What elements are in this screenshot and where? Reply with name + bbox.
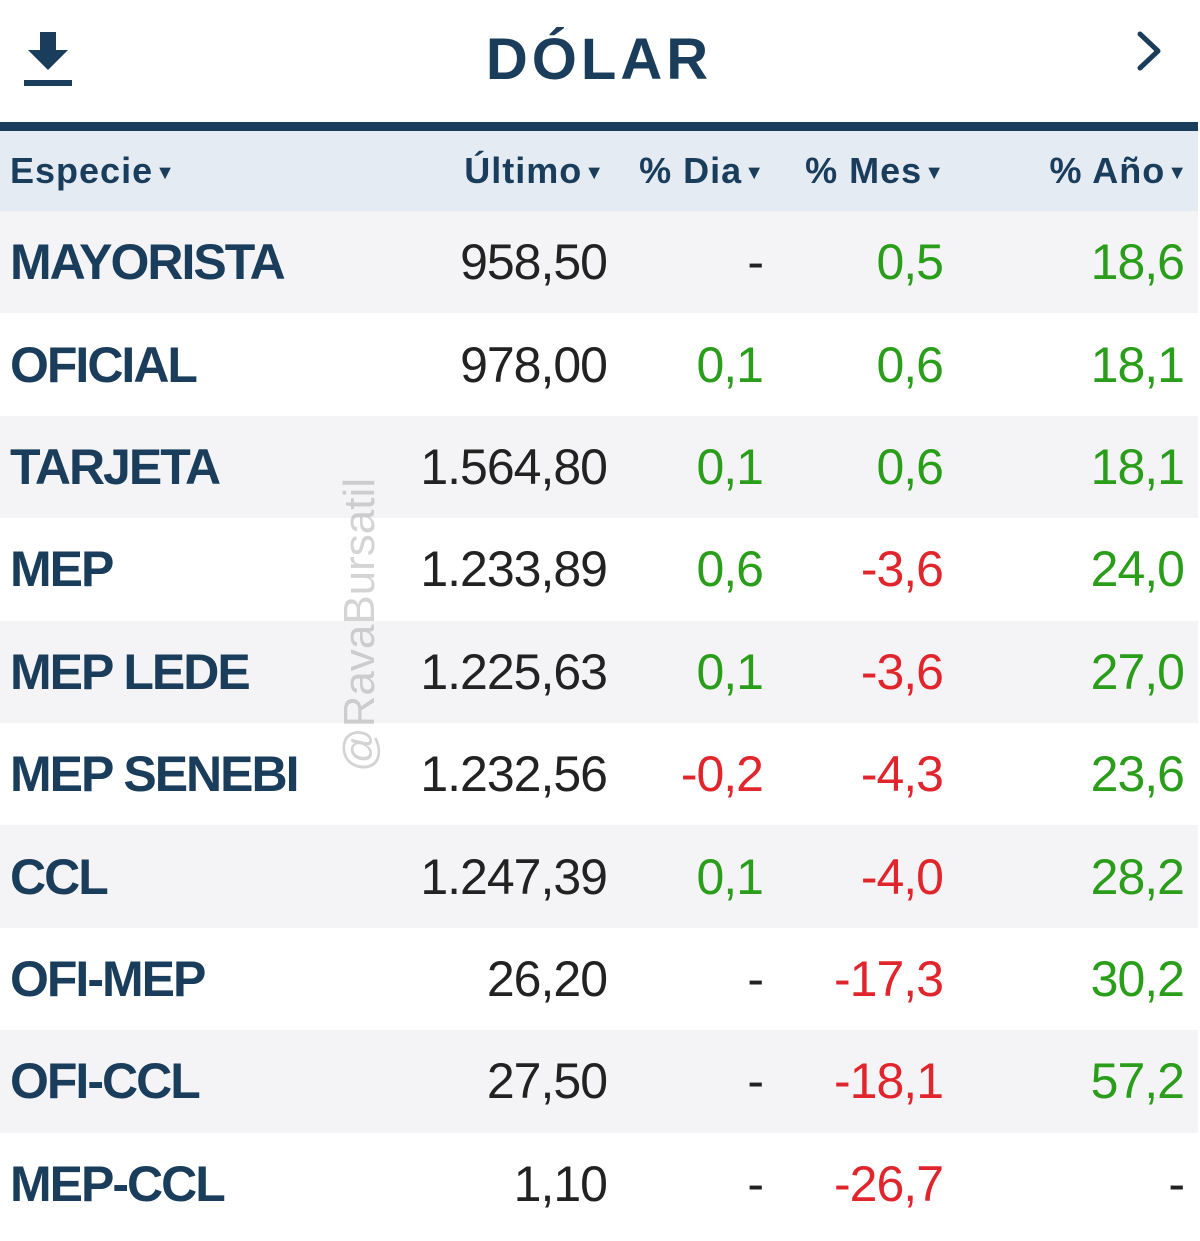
table-row[interactable]: OFI-CCL 27,50 - -18,1 57,2 bbox=[0, 1030, 1198, 1133]
ultimo-cell: 1.564,80 bbox=[420, 438, 608, 495]
mes-cell: -4,3 bbox=[860, 746, 944, 803]
chevron-right-icon bbox=[1137, 31, 1161, 71]
table-header-row: Especie ▼ Último ▼ % Dia ▼ % Mes ▼ % Año ▼ bbox=[0, 131, 1198, 211]
table-row[interactable]: OFICIAL 978,00 0,1 0,6 18,1 bbox=[0, 313, 1198, 416]
mes-cell: -4,0 bbox=[860, 848, 944, 905]
ultimo-cell: 1.225,63 bbox=[420, 643, 608, 700]
especie-cell[interactable]: MEP SENEBI bbox=[10, 746, 300, 803]
ultimo-cell: 1.232,56 bbox=[420, 746, 608, 803]
especie-cell[interactable]: MEP bbox=[10, 541, 114, 598]
mes-cell: -3,6 bbox=[860, 643, 944, 700]
anio-cell: 18,1 bbox=[1090, 438, 1185, 495]
mes-cell: -17,3 bbox=[834, 950, 944, 1007]
anio-cell: 28,2 bbox=[1090, 848, 1185, 905]
ultimo-cell: 1.247,39 bbox=[420, 848, 608, 905]
dia-cell: - bbox=[747, 1155, 764, 1212]
table-row[interactable]: MEP LEDE 1.225,63 0,1 -3,6 27,0 bbox=[0, 620, 1198, 723]
header-divider bbox=[0, 122, 1198, 131]
column-header-label: Especie bbox=[10, 150, 154, 191]
table-row[interactable]: OFI-MEP 26,20 - -17,3 30,2 bbox=[0, 927, 1198, 1031]
anio-cell: 23,6 bbox=[1090, 746, 1185, 803]
anio-cell: 18,1 bbox=[1090, 336, 1185, 393]
dia-cell: 0,1 bbox=[696, 643, 764, 700]
sort-caret-icon: ▼ bbox=[924, 161, 945, 184]
sort-caret-icon: ▼ bbox=[1167, 161, 1188, 184]
column-header-label: Último bbox=[464, 150, 583, 191]
download-button[interactable] bbox=[18, 28, 78, 92]
mes-cell: 0,6 bbox=[876, 336, 944, 393]
table-row[interactable]: CCL 1.247,39 0,1 -4,0 28,2 bbox=[0, 825, 1198, 928]
page-title: DÓLAR bbox=[485, 27, 713, 92]
mes-cell: -26,7 bbox=[834, 1155, 944, 1212]
anio-cell: 57,2 bbox=[1090, 1053, 1185, 1110]
dia-cell: -0,2 bbox=[680, 746, 764, 803]
sort-caret-icon: ▼ bbox=[155, 161, 176, 184]
anio-cell: 30,2 bbox=[1090, 950, 1185, 1007]
ultimo-cell: 1.233,89 bbox=[420, 541, 608, 598]
widget-header: DÓLAR bbox=[0, 0, 1198, 122]
column-header-mes[interactable]: % Mes ▼ bbox=[775, 131, 955, 211]
dia-cell: - bbox=[747, 1053, 764, 1110]
sort-caret-icon: ▼ bbox=[744, 161, 765, 184]
sort-caret-icon: ▼ bbox=[584, 161, 605, 184]
especie-cell[interactable]: CCL bbox=[10, 848, 109, 905]
dia-cell: 0,1 bbox=[696, 336, 764, 393]
mes-cell: 0,6 bbox=[876, 438, 944, 495]
column-header-label: % Año bbox=[1049, 150, 1166, 191]
mes-cell: 0,5 bbox=[876, 234, 944, 291]
download-icon bbox=[24, 32, 72, 86]
anio-cell: 24,0 bbox=[1090, 541, 1185, 598]
especie-cell[interactable]: OFICIAL bbox=[10, 336, 198, 393]
column-header-anio[interactable]: % Año ▼ bbox=[955, 131, 1198, 211]
table-row[interactable]: TARJETA 1.564,80 0,1 0,6 18,1 bbox=[0, 415, 1198, 519]
column-header-label: % Mes bbox=[805, 150, 923, 191]
column-header-especie[interactable]: Especie ▼ bbox=[0, 131, 395, 211]
next-button[interactable] bbox=[1128, 28, 1172, 74]
dia-cell: 0,1 bbox=[696, 848, 764, 905]
ultimo-cell: 958,50 bbox=[460, 234, 608, 291]
anio-cell: 18,6 bbox=[1090, 234, 1185, 291]
anio-cell: 27,0 bbox=[1090, 643, 1185, 700]
especie-cell[interactable]: MEP LEDE bbox=[10, 643, 251, 700]
table-row[interactable]: MEP-CCL 1,10 - -26,7 - bbox=[0, 1132, 1198, 1235]
dia-cell: 0,1 bbox=[696, 438, 764, 495]
ultimo-cell: 26,20 bbox=[486, 950, 608, 1007]
especie-cell[interactable]: OFI-MEP bbox=[10, 950, 206, 1007]
especie-cell[interactable]: MEP-CCL bbox=[10, 1155, 226, 1212]
table-row[interactable]: MEP 1.233,89 0,6 -3,6 24,0 bbox=[0, 518, 1198, 621]
column-header-label: % Dia bbox=[639, 150, 743, 191]
ultimo-cell: 978,00 bbox=[460, 336, 608, 393]
dia-cell: - bbox=[747, 950, 764, 1007]
dia-cell: 0,6 bbox=[696, 541, 764, 598]
column-header-dia[interactable]: % Dia ▼ bbox=[615, 131, 775, 211]
especie-cell[interactable]: TARJETA bbox=[10, 438, 221, 495]
table-row[interactable]: MAYORISTA 958,50 - 0,5 18,6 bbox=[0, 211, 1198, 314]
table-row[interactable]: MEP SENEBI 1.232,56 -0,2 -4,3 23,6 bbox=[0, 722, 1198, 826]
ultimo-cell: 27,50 bbox=[486, 1053, 608, 1110]
column-header-ultimo[interactable]: Último ▼ bbox=[395, 131, 615, 211]
dollar-rates-table: Especie ▼ Último ▼ % Dia ▼ % Mes ▼ % Año ▼ MA… bbox=[0, 131, 1198, 1235]
especie-cell[interactable]: OFI-CCL bbox=[10, 1053, 201, 1110]
ultimo-cell: 1,10 bbox=[513, 1155, 608, 1212]
anio-cell: - bbox=[1168, 1155, 1185, 1212]
especie-cell[interactable]: MAYORISTA bbox=[10, 234, 286, 291]
mes-cell: -18,1 bbox=[834, 1053, 944, 1110]
dia-cell: - bbox=[747, 234, 764, 291]
mes-cell: -3,6 bbox=[860, 541, 944, 598]
